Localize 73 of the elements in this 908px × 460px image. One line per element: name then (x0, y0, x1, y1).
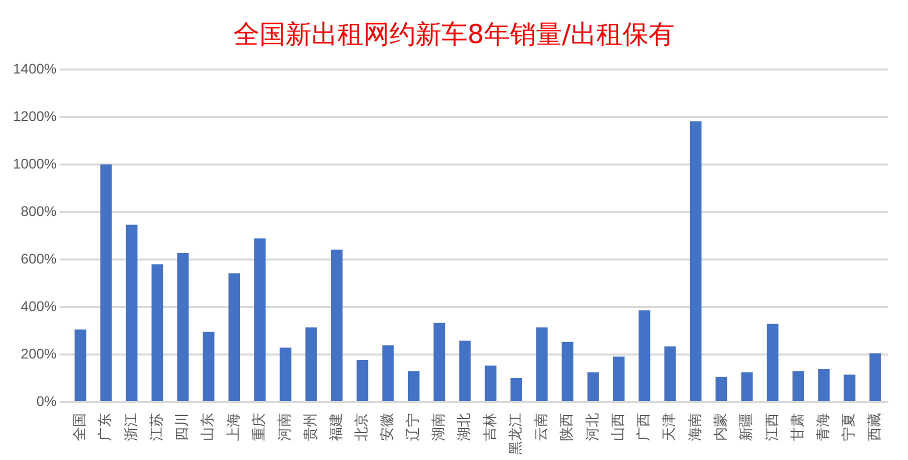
chart-title: 全国新出租网约新车8年销量/出租保有 (232, 19, 676, 52)
bar (562, 342, 574, 401)
bar (484, 366, 496, 401)
bar (792, 371, 804, 401)
bar (356, 360, 368, 401)
bar (202, 332, 214, 401)
x-tick-label: 广东 (98, 413, 114, 441)
x-tick-label: 山东 (200, 413, 216, 441)
y-tick-label: 0% (36, 392, 57, 409)
x-tick-label: 河北 (584, 413, 601, 441)
bar (331, 250, 343, 401)
x-tick-label: 内蒙 (712, 413, 729, 441)
x-tick-label: 重庆 (252, 413, 268, 441)
bar (638, 310, 650, 401)
x-tick-label: 西藏 (866, 413, 883, 441)
x-tick-label: 云南 (534, 413, 550, 441)
y-tick-label: 200% (20, 345, 57, 362)
bar (459, 340, 471, 401)
x-tick-label: 陕西 (559, 413, 576, 441)
x-tick-label: 江西 (764, 413, 780, 441)
bar (510, 378, 522, 401)
x-tick-label: 广西 (636, 413, 652, 441)
x-tick-label: 福建 (328, 413, 344, 441)
bar (305, 327, 317, 401)
y-tick-label: 600% (20, 250, 57, 266)
bar (844, 374, 856, 401)
y-tick-label: 1400% (13, 60, 57, 76)
bar (716, 376, 728, 401)
x-tick-label: 四川 (174, 413, 191, 441)
bar (766, 324, 778, 401)
bar (74, 330, 86, 401)
y-tick-label: 400% (20, 298, 57, 314)
bar (382, 345, 394, 401)
bar (741, 372, 753, 401)
bar (869, 353, 881, 401)
x-tick-label: 山西 (610, 413, 626, 441)
bar (228, 273, 240, 401)
y-tick-label: 800% (20, 202, 57, 219)
bar (177, 253, 189, 401)
x-tick-label: 甘肃 (790, 413, 806, 441)
x-tick-label: 上海 (226, 413, 242, 441)
bar (690, 121, 702, 401)
x-tick-label: 湖北 (456, 413, 473, 441)
x-tick-label: 天津 (662, 413, 678, 441)
x-tick-label: 江苏 (148, 413, 165, 441)
bar (126, 224, 138, 401)
x-tick-label: 黑龙江 (508, 413, 524, 455)
y-tick-label: 1000% (13, 155, 57, 172)
x-tick-label: 海南 (687, 413, 704, 441)
x-tick-label: 吉林 (482, 413, 498, 441)
bar (613, 356, 625, 401)
x-tick-label: 北京 (354, 413, 370, 441)
bar (434, 322, 446, 401)
bar (100, 164, 112, 401)
x-tick-label: 湖南 (430, 413, 447, 441)
x-tick-label: 河南 (277, 413, 294, 441)
bar (664, 346, 676, 401)
bar (408, 371, 420, 401)
bar (536, 327, 548, 401)
x-tick-label: 贵州 (302, 413, 319, 441)
bar (280, 348, 292, 401)
y-tick-label: 1200% (13, 108, 57, 124)
x-tick-label: 安徽 (380, 413, 396, 441)
x-tick-label: 宁夏 (841, 413, 858, 441)
x-tick-label: 新疆 (738, 413, 755, 441)
x-tick-label: 浙江 (123, 413, 140, 441)
bar (587, 372, 599, 401)
x-tick-label: 青海 (816, 413, 832, 441)
x-tick-label: 全国 (72, 413, 88, 441)
bar (254, 238, 266, 401)
bar (152, 264, 164, 401)
x-tick-label: 辽宁 (405, 413, 422, 441)
bar (818, 368, 830, 401)
